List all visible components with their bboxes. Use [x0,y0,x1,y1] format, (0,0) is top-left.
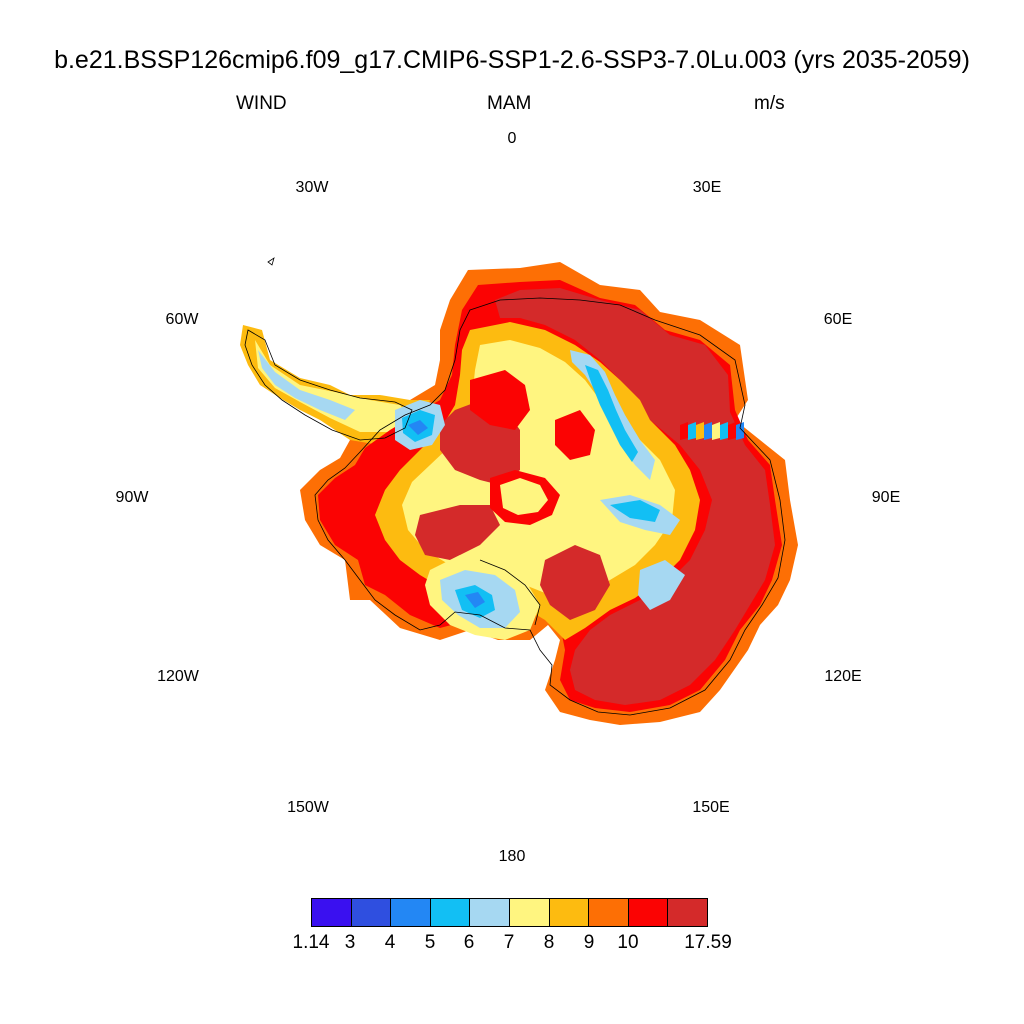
ross-blue [465,592,485,608]
colorbar-tick-label: 4 [384,932,396,953]
ross-ice-shelf-edge [479,559,541,626]
amery-ice-shelf-stripe [728,422,736,440]
amery-ice-shelf-stripe [680,422,688,440]
longitude-label: 150E [692,799,730,816]
north-interior-red [470,370,530,430]
east-antarctica-high-wind [495,288,775,705]
variable-label: WIND [236,93,287,114]
pole-yellow-center [500,478,548,515]
colorbar [311,898,708,927]
peninsula-yellow [255,340,412,432]
colorbar-swatch [628,899,669,926]
colorbar-swatch [470,899,510,926]
longitude-label: 180 [498,848,526,865]
longitude-label: 120W [157,668,199,685]
central-red-patch [555,410,595,460]
peninsula-lightblue [258,350,355,420]
longitude-label: 60W [165,311,199,328]
amery-ice-shelf-stripe [704,422,712,440]
longitude-label: 150W [287,799,329,816]
colorbar-tick-label: 7 [503,932,515,953]
amery-ice-shelf-stripe [696,422,704,440]
longitude-label: 90E [871,489,901,506]
colorbar-swatch [351,899,392,926]
colorbar-swatch [312,899,352,926]
colorbar-tick-label: 5 [424,932,436,953]
colorbar-swatch [430,899,471,926]
longitude-label: 120E [824,668,862,685]
colorbar-tick-label: 10 [617,932,639,953]
longitude-label: 60E [823,311,853,328]
south-georgia-outline [267,257,275,266]
south-interior-lobe [540,545,610,620]
colorbar-tick-label: 1.14 [292,932,330,953]
colorbar-tick-label: 8 [543,932,555,953]
longitude-label: 30W [295,179,329,196]
coastline [314,297,786,716]
southwest-interior-lobe [415,505,500,560]
colorbar-tick-label: 3 [344,932,356,953]
colorbar-tick-label: 6 [463,932,475,953]
peninsula-coastline [244,329,413,441]
amery-ice-shelf-stripe [720,422,728,440]
units-label: m/s [754,93,785,114]
colorbar-tick-label: 9 [583,932,595,953]
colorbar-swatch [509,899,550,926]
colorbar-swatch [668,899,707,926]
longitude-label: 90W [115,489,149,506]
longitude-label: 30E [692,179,722,196]
colorbar-swatch [589,899,629,926]
east-lightblue-patch [638,560,685,610]
plot-title: b.e21.BSSP126cmip6.f09_g17.CMIP6-SSP1-2.… [54,46,970,74]
amery-ice-shelf-stripe [712,422,720,440]
colorbar-tick-label: 17.59 [684,932,732,953]
weddell-blue [408,420,428,435]
longitude-label: 0 [507,130,517,147]
amery-ice-shelf-stripe [736,422,744,440]
season-label: MAM [487,93,532,114]
east-cyan-band [585,365,638,462]
colorbar-swatch [549,899,590,926]
colorbar-swatch [391,899,431,926]
east-cyan-streak [610,500,660,522]
amery-ice-shelf-stripe [688,422,696,440]
